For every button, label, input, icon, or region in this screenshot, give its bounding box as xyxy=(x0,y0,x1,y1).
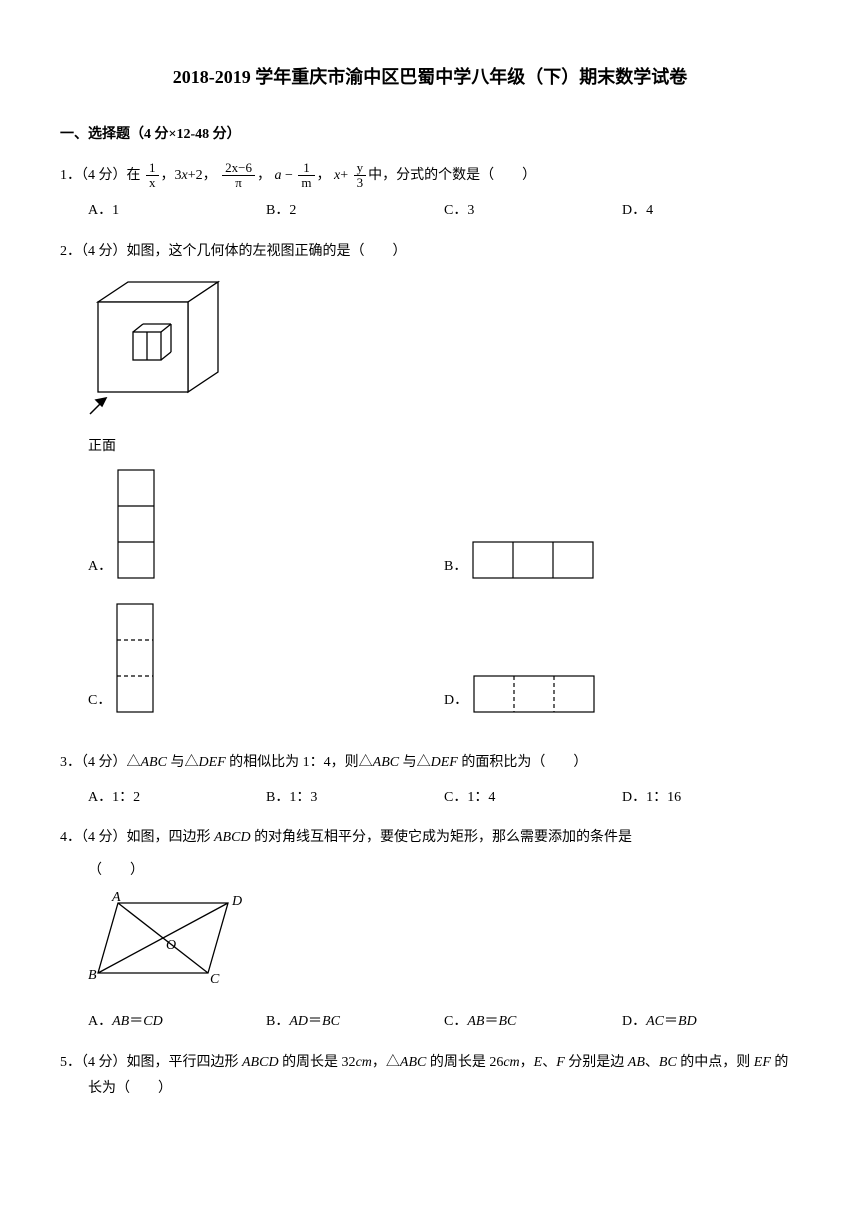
fraction-1-over-x: 1 x xyxy=(146,161,159,191)
fraction-2x-6-over-pi: 2x−6 π xyxy=(222,161,255,191)
question-3: 3．（4 分）△ABC 与△DEF 的相似比为 1：4，则△ABC 与△DEF … xyxy=(60,750,800,777)
section-header: 一、选择题（4 分×12-48 分） xyxy=(60,122,800,149)
q1-opt-c: C．3 xyxy=(444,198,622,225)
q2-options: A． B． C． D． xyxy=(88,468,800,736)
svg-text:C: C xyxy=(210,972,220,987)
q2-opt-d: D． xyxy=(444,602,800,714)
q2-opt-c-figure xyxy=(115,602,155,714)
parallelogram-icon: A D B C O xyxy=(88,891,258,991)
svg-text:A: A xyxy=(111,891,121,905)
question-1: 1．（4 分）在 1 x ，3x+2， 2x−6 π ， a − 1 m ， x… xyxy=(60,161,800,191)
question-4: 4．（4 分）如图，四边形 ABCD 的对角线互相平分，要使它成为矩形，那么需要… xyxy=(60,825,800,852)
q4-options: A．AB＝CD B．AD＝BC C．AB＝BC D．AC＝BD xyxy=(88,1009,800,1036)
q4-opt-d: D．AC＝BD xyxy=(622,1009,800,1036)
q4-paren: （ ） xyxy=(88,858,800,885)
q1-prefix: 1．（4 分）在 xyxy=(60,168,141,183)
svg-text:D: D xyxy=(231,894,242,909)
q1-options: A．1 B．2 C．3 D．4 xyxy=(88,198,800,225)
fraction-y-over-3: y 3 xyxy=(354,161,367,191)
svg-text:O: O xyxy=(166,938,176,953)
question-2: 2．（4 分）如图，这个几何体的左视图正确的是（ ） xyxy=(60,239,800,266)
q3-opt-c: C．1：4 xyxy=(444,785,622,812)
q4-opt-b: B．AD＝BC xyxy=(266,1009,444,1036)
fraction-1-over-m: 1 m xyxy=(298,161,314,191)
front-label: 正面 xyxy=(88,434,800,461)
q4-opt-a: A．AB＝CD xyxy=(88,1009,266,1036)
question-5: 5．（4 分）如图，平行四边形 ABCD 的周长是 32cm，△ABC 的周长是… xyxy=(60,1050,800,1103)
q2-opt-a-figure xyxy=(116,468,156,580)
q2-opt-a: A． xyxy=(88,468,444,580)
q4-figure: A D B C O xyxy=(88,891,800,1002)
q3-opt-d: D．1：16 xyxy=(622,785,800,812)
q2-opt-d-figure xyxy=(472,674,596,714)
q2-opt-b: B． xyxy=(444,468,800,580)
svg-text:B: B xyxy=(88,968,97,983)
q1-opt-a: A．1 xyxy=(88,198,266,225)
q2-cube-figure: 正面 xyxy=(88,272,800,461)
q3-opt-b: B．1：3 xyxy=(266,785,444,812)
page-title: 2018-2019 学年重庆市渝中区巴蜀中学八年级（下）期末数学试卷 xyxy=(60,60,800,94)
q3-options: A．1：2 B．1：3 C．1：4 D．1：16 xyxy=(88,785,800,812)
q3-opt-a: A．1：2 xyxy=(88,785,266,812)
cube-icon xyxy=(88,272,228,432)
q2-opt-c: C． xyxy=(88,602,444,714)
q2-opt-b-figure xyxy=(471,540,595,580)
q1-opt-b: B．2 xyxy=(266,198,444,225)
q1-opt-d: D．4 xyxy=(622,198,800,225)
q4-opt-c: C．AB＝BC xyxy=(444,1009,622,1036)
